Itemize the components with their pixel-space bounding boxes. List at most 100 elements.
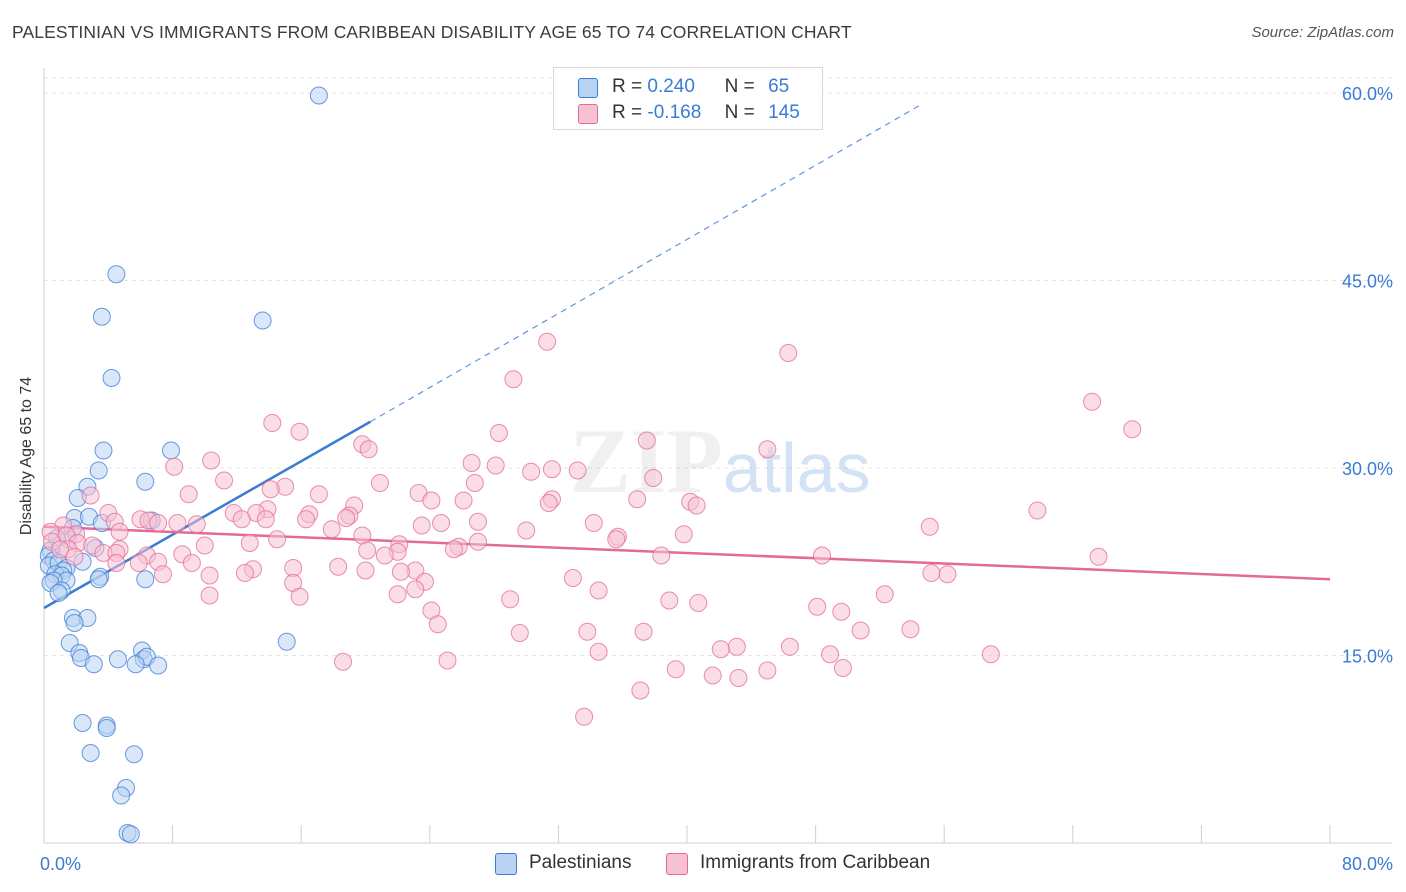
data-point-caribbean <box>215 471 234 490</box>
data-point-caribbean <box>165 457 184 476</box>
trend-line-caribbean <box>43 525 1331 581</box>
data-point-caribbean <box>182 554 201 572</box>
data-point-caribbean <box>584 514 603 532</box>
data-point-caribbean <box>821 645 840 664</box>
data-point-caribbean <box>153 565 172 584</box>
data-point-palestinians <box>65 614 84 632</box>
data-point-caribbean <box>168 514 187 532</box>
data-point-caribbean <box>462 454 481 472</box>
data-point-caribbean <box>522 462 541 481</box>
data-point-palestinians <box>161 441 180 460</box>
watermark-layer: ZIPatlas <box>569 410 870 512</box>
data-point-caribbean <box>200 586 219 605</box>
data-point-caribbean <box>465 474 484 492</box>
bottom-legend-swatch-caribbean <box>666 853 688 875</box>
data-point-caribbean <box>637 431 656 450</box>
data-point-caribbean <box>391 562 410 581</box>
data-point-caribbean <box>240 534 259 552</box>
legend-r-label: R = <box>612 76 643 97</box>
data-point-caribbean <box>110 522 129 541</box>
legend-r-value: 0.240 <box>647 76 695 97</box>
data-point-caribbean <box>65 547 84 566</box>
data-point-caribbean <box>981 645 1000 664</box>
data-point-caribbean <box>758 661 777 680</box>
data-point-caribbean <box>329 557 348 576</box>
data-point-caribbean <box>938 565 957 584</box>
data-point-caribbean <box>406 580 425 599</box>
data-point-palestinians <box>81 744 100 762</box>
data-point-caribbean <box>504 370 523 389</box>
data-point-caribbean <box>563 569 582 587</box>
data-point-caribbean <box>1028 501 1047 520</box>
data-point-caribbean <box>370 474 389 492</box>
data-point-caribbean <box>261 480 280 499</box>
data-point-palestinians <box>121 825 140 844</box>
chart-title: PALESTINIAN VS IMMIGRANTS FROM CARIBBEAN… <box>12 22 852 42</box>
data-point-caribbean <box>284 559 303 577</box>
data-point-caribbean <box>202 451 221 470</box>
data-point-caribbean <box>195 536 214 555</box>
data-point-caribbean <box>469 532 488 551</box>
data-point-palestinians <box>125 745 144 764</box>
bottom-legend-swatch-palestinians <box>495 853 517 875</box>
y-tick-label: 45.0% <box>1342 272 1393 292</box>
data-point-caribbean <box>444 540 463 559</box>
y-tick-label: 60.0% <box>1342 84 1393 104</box>
data-point-caribbean <box>808 597 827 616</box>
data-point-palestinians <box>108 650 127 669</box>
data-point-caribbean <box>578 622 597 641</box>
legend-n-value: 145 <box>768 102 800 123</box>
data-point-caribbean <box>628 490 647 509</box>
data-point-caribbean <box>779 344 798 362</box>
data-point-palestinians <box>136 570 155 589</box>
data-point-caribbean <box>851 621 870 640</box>
data-point-caribbean <box>107 554 126 572</box>
data-point-caribbean <box>412 516 431 535</box>
data-point-palestinians <box>49 584 68 602</box>
data-point-caribbean <box>780 637 799 656</box>
data-point-caribbean <box>589 642 608 661</box>
data-point-palestinians <box>277 632 296 651</box>
data-point-caribbean <box>232 510 251 529</box>
data-point-caribbean <box>359 440 378 459</box>
legend-r-value: -0.168 <box>647 102 702 123</box>
data-point-caribbean <box>920 517 939 536</box>
axis-layer <box>43 68 1392 844</box>
data-point-caribbean <box>922 564 941 582</box>
data-point-caribbean <box>438 651 457 670</box>
data-point-caribbean <box>501 590 520 609</box>
data-point-caribbean <box>1083 392 1102 411</box>
data-point-caribbean <box>727 637 746 656</box>
data-point-caribbean <box>51 540 70 559</box>
data-point-caribbean <box>375 546 394 565</box>
legend-n-value: 65 <box>768 76 790 97</box>
data-point-caribbean <box>353 526 372 545</box>
data-point-caribbean <box>575 707 594 726</box>
data-point-caribbean <box>149 514 168 532</box>
data-point-caribbean <box>813 546 832 565</box>
data-point-caribbean <box>875 585 894 604</box>
legend-n-label: N = <box>724 76 755 97</box>
data-point-caribbean <box>644 469 663 487</box>
data-point-palestinians <box>126 655 145 674</box>
data-point-palestinians <box>107 265 126 284</box>
data-point-palestinians <box>112 786 131 805</box>
legend-stats-palestinians: R = 0.240 N = 65 <box>612 76 789 98</box>
data-point-caribbean <box>263 414 282 432</box>
bottom-legend-label-caribbean: Immigrants from Caribbean <box>700 852 931 873</box>
data-point-caribbean <box>486 456 505 475</box>
data-point-caribbean <box>1123 420 1142 439</box>
y-tick-label: 30.0% <box>1342 459 1393 479</box>
data-point-caribbean <box>703 666 722 685</box>
data-point-caribbean <box>634 622 653 641</box>
data-point-caribbean <box>290 587 309 606</box>
data-point-caribbean <box>469 512 488 531</box>
data-point-caribbean <box>660 591 679 610</box>
data-point-caribbean <box>758 440 777 459</box>
points-layer <box>39 86 1142 844</box>
data-point-caribbean <box>81 486 100 505</box>
data-point-caribbean <box>538 332 557 351</box>
legend-swatch-palestinians <box>578 78 598 98</box>
data-point-caribbean <box>832 602 851 621</box>
data-point-palestinians <box>89 570 108 589</box>
